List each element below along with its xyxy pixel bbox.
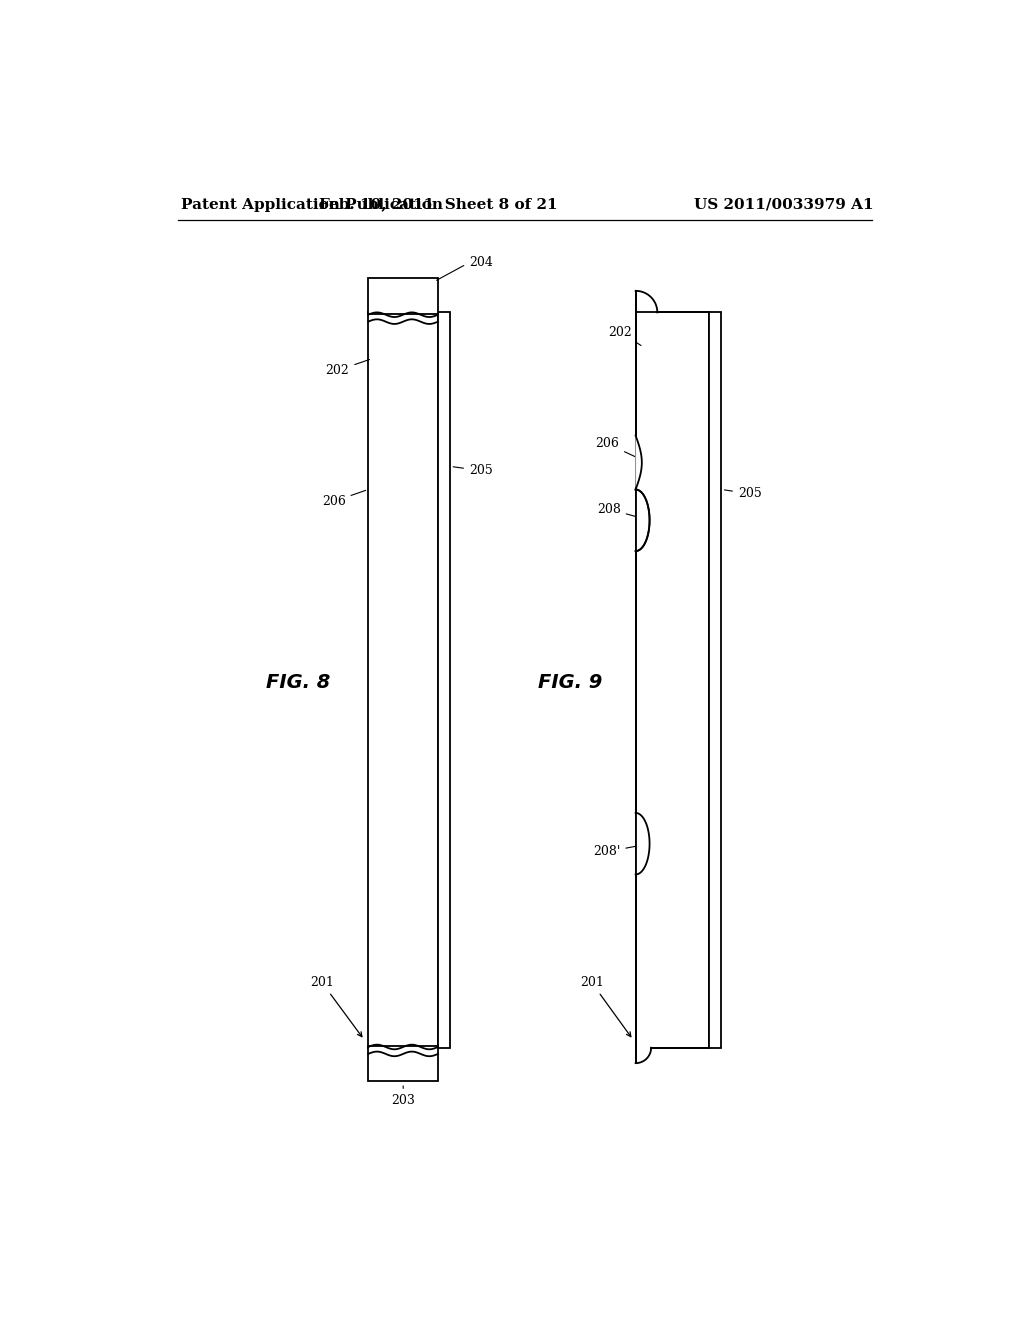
Text: 208': 208' <box>593 845 647 858</box>
Bar <box>369 1047 438 1081</box>
Text: 201: 201 <box>580 977 631 1036</box>
Text: 206: 206 <box>595 437 637 458</box>
Bar <box>438 313 450 1048</box>
Text: US 2011/0033979 A1: US 2011/0033979 A1 <box>693 198 873 211</box>
Text: 205: 205 <box>454 465 493 477</box>
Bar <box>369 277 438 314</box>
Text: 206: 206 <box>322 491 366 508</box>
Text: FIG. 8: FIG. 8 <box>266 672 331 692</box>
Text: 205: 205 <box>724 487 762 500</box>
Bar <box>369 313 438 1048</box>
Text: 204: 204 <box>436 256 493 280</box>
Bar <box>710 313 721 1048</box>
Text: 201: 201 <box>310 977 361 1036</box>
Text: 208: 208 <box>597 503 647 520</box>
Text: FIG. 9: FIG. 9 <box>538 672 602 692</box>
Text: 203: 203 <box>391 1086 416 1107</box>
Bar <box>636 313 710 1048</box>
Text: Feb. 10, 2011  Sheet 8 of 21: Feb. 10, 2011 Sheet 8 of 21 <box>318 198 557 211</box>
Text: 202: 202 <box>608 326 641 346</box>
Text: Patent Application Publication: Patent Application Publication <box>180 198 442 211</box>
Text: 202: 202 <box>326 359 370 378</box>
